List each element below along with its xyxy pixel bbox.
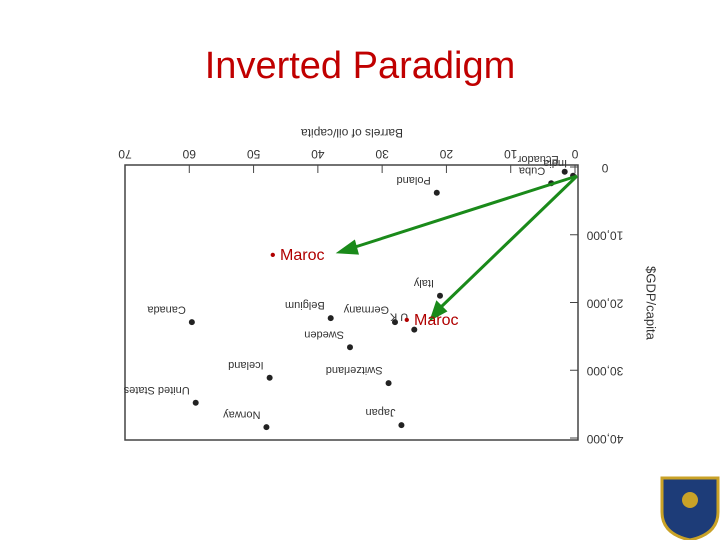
point-label: Ecuador <box>517 153 558 165</box>
x-tick-label: 30 <box>375 147 389 161</box>
point-label: Germany <box>343 303 389 315</box>
y-tick-label: 40,000 <box>586 432 623 446</box>
y-tick-label: 20,000 <box>586 296 623 310</box>
x-tick-label: 10 <box>504 147 518 161</box>
inverted-chart: Barrels of oil/capita $GDP/capita 0 10 20 3… <box>118 126 659 446</box>
x-tick-label: 20 <box>439 147 453 161</box>
point <box>347 344 353 351</box>
arrow <box>351 174 578 250</box>
point-label: Italy <box>413 277 434 289</box>
point <box>437 292 443 299</box>
arrow-head <box>335 239 359 255</box>
point <box>188 319 195 326</box>
point-label: Cuba <box>518 164 545 176</box>
arrows <box>335 174 579 322</box>
point-label: United States <box>123 384 190 396</box>
point-label: Japan <box>365 406 395 418</box>
point <box>433 189 440 196</box>
x-tick-label: 70 <box>118 147 132 161</box>
logo <box>660 476 720 542</box>
point <box>263 424 270 431</box>
x-tick-label: 50 <box>247 147 261 161</box>
point <box>266 374 273 381</box>
point <box>327 315 334 322</box>
arrow-head <box>429 300 448 322</box>
point <box>392 319 398 326</box>
point-label: Iceland <box>228 359 263 371</box>
annotation: • Maroc <box>404 312 459 329</box>
logo-sun <box>682 492 698 508</box>
plot-frame <box>124 164 579 441</box>
point <box>398 422 405 429</box>
arrow <box>438 174 579 310</box>
point-label: U K <box>389 311 408 323</box>
y-axis-label: $GDP/capita <box>644 266 659 340</box>
x-tick-label: 0 <box>571 147 578 161</box>
point <box>561 168 568 175</box>
y-tick-label: 30,000 <box>586 364 623 378</box>
x-tick-label: 60 <box>182 147 196 161</box>
y-tick-label: 0 <box>601 161 608 175</box>
point <box>192 399 199 406</box>
point-label: Norway <box>223 408 261 420</box>
x-axis-label: Barrels of oil/capita <box>301 126 403 140</box>
point-label: Sweden <box>304 328 344 340</box>
y-tick-label: 10,000 <box>586 229 623 243</box>
point-label: Switzerland <box>326 364 383 376</box>
x-tick-label: 40 <box>311 147 325 161</box>
point-label: Belgium <box>285 299 325 311</box>
point-label: Canada <box>146 303 185 315</box>
point <box>411 326 418 333</box>
slide-title: Inverted Paradigm <box>205 45 516 87</box>
point-label: India <box>542 157 567 169</box>
point <box>385 380 392 387</box>
point-label: Poland <box>397 174 431 186</box>
annotation: • Maroc <box>270 247 325 264</box>
logo-shield <box>660 476 720 542</box>
